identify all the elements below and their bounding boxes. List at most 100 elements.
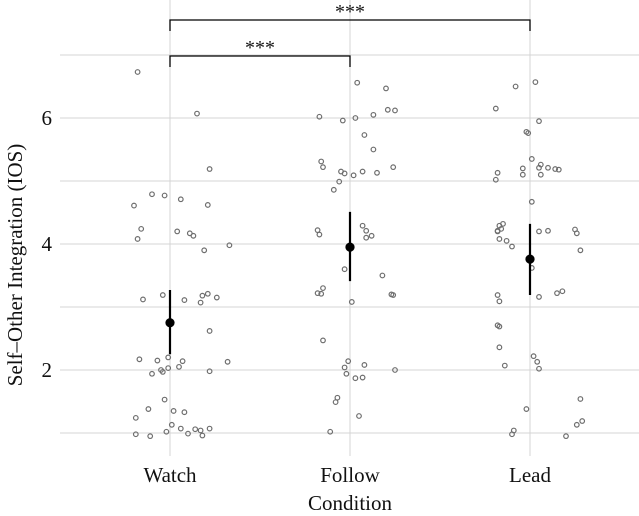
data-point [154, 357, 161, 364]
data-point [534, 358, 541, 365]
x-tick-labels: Watch Follow Lead [143, 463, 551, 487]
data-point [494, 292, 501, 298]
data-point [213, 294, 220, 301]
data-point [320, 285, 326, 292]
data-point [361, 132, 368, 138]
data-point [359, 168, 366, 175]
data-point [496, 236, 503, 242]
data-point [316, 113, 323, 120]
data-point [536, 228, 542, 235]
data-point [174, 228, 181, 235]
data-point [181, 297, 188, 303]
data-point [132, 414, 139, 421]
data-point [177, 196, 184, 203]
data-point [179, 358, 186, 365]
data-point [161, 396, 168, 403]
data-point [577, 396, 584, 402]
data-point [165, 365, 172, 372]
data-point [519, 165, 526, 172]
data-point [224, 358, 231, 365]
data-point [327, 428, 334, 435]
data-point [149, 191, 155, 198]
x-axis-title: Condition [308, 491, 393, 515]
data-point [185, 430, 191, 437]
data-point [206, 425, 213, 432]
data-point [496, 323, 503, 330]
data-point [554, 290, 560, 297]
data-point [206, 328, 213, 334]
data-point [528, 156, 535, 162]
data-point [379, 272, 386, 279]
data-point [496, 298, 503, 305]
data-point [206, 166, 213, 172]
data-point [528, 198, 535, 205]
data-point [147, 433, 154, 440]
data-point [165, 354, 172, 361]
data-point [392, 367, 398, 373]
data-point [199, 292, 206, 299]
data-point [532, 79, 539, 85]
significance-bracket [169, 55, 351, 67]
data-point [552, 166, 559, 172]
data-point [509, 431, 515, 438]
data-point [512, 83, 519, 90]
data-point [361, 362, 368, 368]
data-point [149, 370, 155, 377]
data-point [363, 227, 370, 234]
data-point [370, 146, 377, 153]
data-point [563, 433, 569, 440]
data-point [190, 232, 197, 239]
data-point [359, 374, 366, 381]
data-point [392, 107, 398, 114]
data-point [136, 356, 143, 363]
data-point [348, 299, 355, 305]
data-point [204, 202, 211, 208]
data-point [509, 243, 515, 250]
data-point [545, 164, 551, 171]
data-point [494, 228, 501, 235]
data-point [163, 428, 170, 435]
data-point [573, 230, 580, 237]
data-point [336, 178, 343, 185]
data-point [199, 432, 206, 439]
data-point [523, 406, 530, 412]
data-point [204, 290, 211, 297]
mean-marker [165, 318, 175, 328]
data-point [332, 399, 339, 406]
data-point [545, 227, 551, 234]
data-point [537, 171, 544, 178]
data-point [354, 79, 361, 86]
data-point [197, 299, 204, 306]
data-point [320, 164, 326, 171]
data-point [352, 375, 359, 382]
data-point [192, 426, 199, 433]
data-point [536, 164, 542, 171]
data-point [226, 242, 233, 249]
data-point [383, 85, 389, 92]
data-point [138, 225, 145, 232]
data-point [316, 231, 323, 238]
data-point [503, 237, 510, 244]
data-point [390, 164, 397, 171]
data-point [370, 111, 377, 118]
data-point [525, 130, 532, 137]
data-point [555, 166, 562, 173]
x-tick-label: Lead [509, 463, 551, 487]
data-point [356, 413, 362, 419]
data-point [536, 365, 542, 372]
data-point [559, 288, 566, 295]
data-point [573, 421, 580, 428]
significance-brackets: *** *** [169, 1, 531, 67]
y-axis-title: Self–Other Integration (IOS) [3, 144, 27, 387]
data-point [194, 110, 200, 117]
data-point [177, 425, 184, 432]
data-points [131, 69, 586, 440]
data-point [341, 364, 348, 371]
data-point [170, 408, 177, 414]
data-point [158, 367, 164, 373]
data-point [496, 344, 503, 351]
significance-bracket [169, 19, 531, 31]
data-point [330, 186, 337, 193]
data-point [341, 170, 348, 177]
